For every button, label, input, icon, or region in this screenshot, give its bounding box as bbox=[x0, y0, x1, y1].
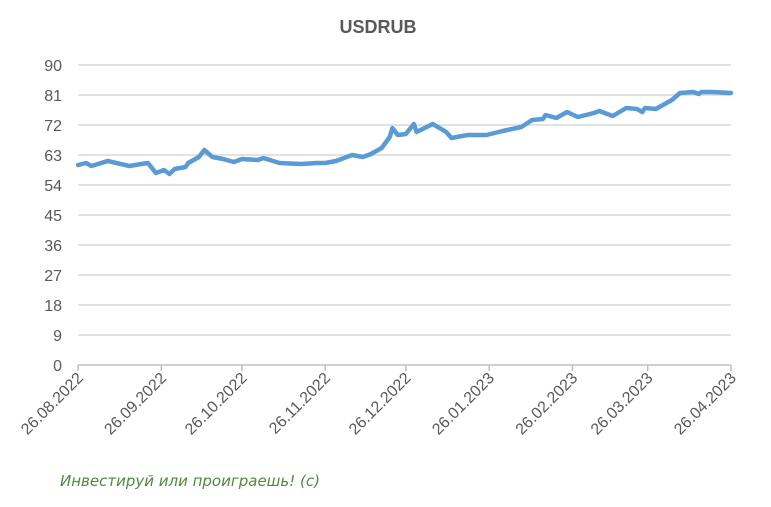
x-tick-label: 26.04.2023 bbox=[671, 370, 740, 439]
x-tick-label: 26.09.2022 bbox=[101, 370, 170, 439]
y-tick-label: 9 bbox=[53, 328, 62, 345]
y-tick-label: 0 bbox=[53, 358, 62, 375]
y-tick-label: 72 bbox=[44, 118, 62, 135]
y-tick-label: 90 bbox=[44, 58, 62, 75]
x-tick-label: 26.10.2022 bbox=[182, 370, 251, 439]
y-tick-label: 45 bbox=[44, 208, 62, 225]
x-tick-label: 26.11.2022 bbox=[266, 370, 334, 438]
x-tick-label: 26.02.2023 bbox=[513, 370, 582, 439]
y-tick-label: 27 bbox=[44, 268, 62, 285]
y-tick-label: 81 bbox=[44, 88, 62, 105]
series-line-usdrub bbox=[75, 89, 734, 177]
watermark-text: Инвестируй или проиграешь! (с) bbox=[60, 472, 320, 490]
y-tick-label: 36 bbox=[44, 238, 62, 255]
x-tick-label: 26.08.2022 bbox=[18, 370, 87, 439]
y-tick-label: 63 bbox=[44, 148, 62, 165]
x-tick-label: 26.12.2022 bbox=[346, 370, 415, 439]
y-tick-label: 18 bbox=[44, 298, 62, 315]
y-tick-label: 54 bbox=[44, 178, 62, 195]
x-tick-label: 26.03.2023 bbox=[588, 370, 657, 439]
x-tick-label: 26.01.2023 bbox=[429, 370, 498, 439]
chart-title: USDRUB bbox=[339, 17, 416, 37]
